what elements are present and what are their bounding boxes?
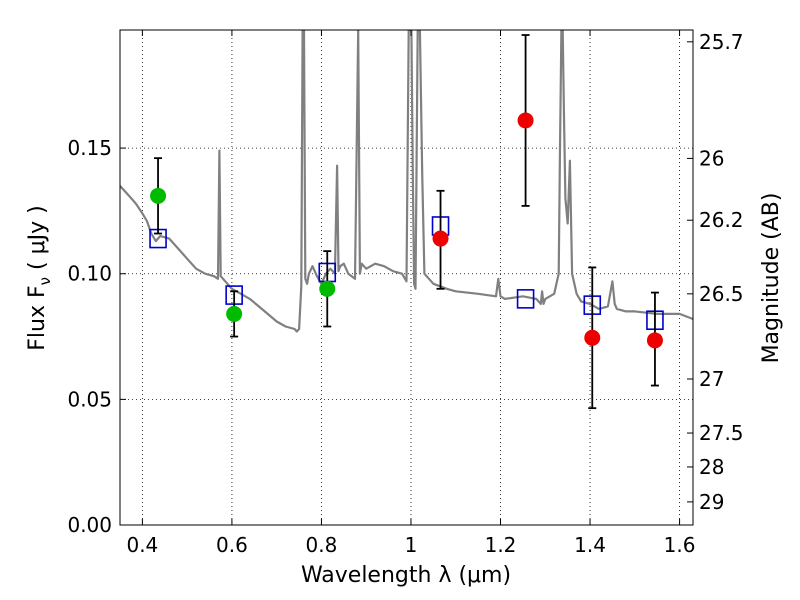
x-tick-label: 1.4: [574, 533, 606, 557]
x-tick-label: 1: [405, 533, 418, 557]
right-tick-label: 27.5: [699, 421, 744, 445]
observed-point: [432, 230, 449, 247]
y-axis-label-unit: ( μJy ): [25, 205, 50, 277]
spectrum-line: [120, 30, 693, 333]
y-tick-label: 0.00: [67, 513, 112, 537]
x-tick-label: 0.8: [306, 533, 338, 557]
right-tick-label: 28: [699, 455, 724, 479]
right-tick-label: 26.2: [699, 208, 744, 232]
grid-lines: [120, 30, 693, 526]
x-axis-label: Wavelength λ (μm): [301, 563, 511, 588]
y-tick-label: 0.15: [67, 136, 112, 160]
observed-point: [226, 305, 243, 322]
right-tick-label: 25.7: [699, 30, 744, 54]
observed-point: [584, 329, 601, 346]
y-axis-label-subscript: ν: [36, 277, 54, 285]
observed-point: [646, 332, 663, 349]
y-tick-label: 0.05: [67, 387, 112, 411]
right-tick-label: 26: [699, 146, 724, 170]
observed-point: [517, 112, 534, 129]
model-photometry-square: [516, 289, 535, 309]
right-tick-label: 29: [699, 490, 724, 514]
y-axis-ticks: 0.00 0.05 0.10 0.15: [67, 136, 126, 537]
right-axis-ticks: 25.7 26 26.2 26.5 27 27.5 28 29: [687, 30, 744, 514]
y-axis-label-main: Flux F: [25, 285, 50, 350]
plot-area: [120, 30, 693, 410]
y-axis-label: Flux Fν ( μJy ): [25, 205, 54, 350]
plot-frame: [119, 29, 694, 526]
right-tick-label: 27: [699, 367, 724, 391]
x-tick-label: 0.4: [126, 533, 158, 557]
x-tick-label: 0.6: [216, 533, 248, 557]
observed-point: [150, 187, 167, 204]
x-tick-label: 1.6: [664, 533, 696, 557]
x-axis-ticks: 0.4 0.6 0.8 1 1.2 1.4 1.6: [126, 30, 695, 557]
right-axis-label: Magnitude (AB): [759, 193, 784, 364]
observed-point: [319, 280, 336, 297]
x-tick-label: 1.2: [485, 533, 517, 557]
right-tick-label: 26.5: [699, 282, 744, 306]
y-tick-label: 0.10: [67, 262, 112, 286]
